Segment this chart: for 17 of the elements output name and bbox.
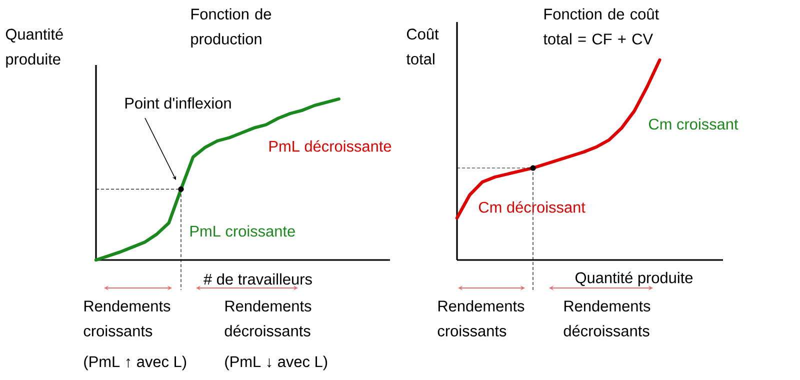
text: Rendements croissants [84,300,170,336]
text: (PmL ↓ avec L) [225,356,328,370]
chart-title: Fonction de production [191,8,272,48]
annotation: PmL croissante [190,225,295,237]
y-axis-title: Coût total [406,28,439,64]
annotation: Cm croissant [648,118,738,130]
text: Rendements croissants [438,300,524,336]
annotation: PmL décroissante [269,140,392,152]
text: Rendements décroissants [224,300,312,336]
x-axis-title: Quantité produite [576,272,693,286]
text: (PmL ↑ avec L) [84,356,186,370]
annotation: Cm décroissant [478,201,586,213]
annotation: Point d'inflexion [125,97,231,109]
x-axis-title: # de travailleurs [204,273,312,285]
y-axis-title: Quantité produite [6,28,63,68]
text: Rendements décroissants [564,300,650,336]
chart-title: Fonction de coût total = CF + CV [543,8,659,44]
